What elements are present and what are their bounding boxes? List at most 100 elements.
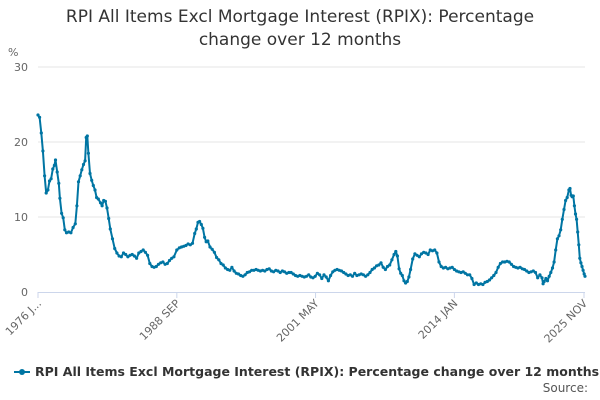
data-point[interactable] [324,275,328,279]
data-point[interactable] [175,248,179,252]
data-point[interactable] [141,248,145,252]
data-point[interactable] [487,278,492,282]
data-point[interactable] [206,239,210,243]
data-point[interactable] [583,274,587,278]
data-point[interactable] [232,269,236,273]
data-point[interactable] [552,260,556,264]
data-point[interactable] [392,252,396,257]
data-point[interactable] [542,279,546,284]
data-series[interactable] [36,113,587,287]
data-point[interactable] [318,273,322,277]
data-point[interactable] [407,275,411,279]
data-point[interactable] [228,268,232,272]
data-point[interactable] [80,168,84,172]
data-point[interactable] [57,181,61,185]
data-point[interactable] [93,188,97,192]
data-point[interactable] [417,255,421,259]
data-point[interactable] [88,171,92,176]
data-point[interactable] [509,262,513,266]
data-point[interactable] [44,191,48,195]
data-point[interactable] [81,162,86,167]
data-point[interactable] [58,196,62,200]
data-point[interactable] [550,266,555,270]
data-point[interactable] [397,267,401,271]
data-point[interactable] [409,267,413,272]
data-point[interactable] [75,204,79,208]
data-point[interactable] [132,254,136,258]
data-point[interactable] [465,273,470,277]
data-point[interactable] [110,237,115,241]
data-point[interactable] [388,263,392,267]
data-point[interactable] [533,270,538,275]
data-point[interactable] [194,227,198,231]
data-point[interactable] [494,270,498,275]
data-point[interactable] [148,261,152,266]
data-point[interactable] [559,228,563,232]
data-point[interactable] [124,252,128,257]
data-point[interactable] [287,270,291,275]
data-point[interactable] [100,204,104,208]
data-point[interactable] [113,246,117,251]
data-point[interactable] [212,250,216,254]
data-point[interactable] [572,204,577,208]
data-point[interactable] [39,131,43,135]
data-point[interactable] [51,167,55,171]
data-point[interactable] [167,258,172,263]
data-point[interactable] [119,255,123,259]
data-point[interactable] [496,265,500,269]
data-point[interactable] [573,212,578,216]
data-point[interactable] [492,273,496,278]
data-point[interactable] [172,255,176,259]
data-point[interactable] [437,260,441,264]
data-point[interactable] [481,282,485,287]
data-point[interactable] [562,207,566,212]
data-point[interactable] [329,273,333,278]
data-point[interactable] [395,254,399,258]
data-point[interactable] [96,197,100,201]
data-point[interactable] [193,231,197,236]
data-point[interactable] [71,225,75,230]
data-point[interactable] [402,279,406,283]
data-point[interactable] [53,158,58,162]
data-point[interactable] [383,267,387,272]
data-point[interactable] [468,273,472,277]
data-point[interactable] [322,273,326,277]
data-point[interactable] [435,251,439,255]
data-point[interactable] [161,260,165,264]
data-point[interactable] [105,206,109,210]
data-point[interactable] [568,186,572,191]
data-point[interactable] [368,270,372,275]
data-point[interactable] [580,264,584,269]
data-point[interactable] [544,276,548,281]
data-point[interactable] [320,276,324,281]
data-point[interactable] [38,115,42,119]
data-point[interactable] [554,248,558,252]
data-point[interactable] [208,245,212,249]
data-point[interactable] [507,260,511,264]
data-point[interactable] [43,174,47,178]
data-point[interactable] [60,211,64,215]
data-point[interactable] [210,247,214,251]
data-point[interactable] [490,276,494,280]
data-point[interactable] [215,255,219,260]
data-point[interactable] [366,273,370,277]
data-point[interactable] [405,279,409,284]
data-point[interactable] [103,199,107,203]
data-point[interactable] [411,257,415,261]
data-point[interactable] [55,170,59,174]
data-point[interactable] [78,174,82,178]
data-point[interactable] [217,258,221,262]
data-point[interactable] [61,216,65,220]
data-point[interactable] [575,217,579,221]
data-point[interactable] [198,219,202,224]
data-point[interactable] [540,276,544,280]
data-point[interactable] [307,273,311,277]
data-point[interactable] [146,253,150,257]
data-point[interactable] [381,265,385,269]
data-point[interactable] [545,279,550,283]
data-point[interactable] [326,279,330,283]
data-point[interactable] [190,241,195,245]
data-point[interactable] [250,268,254,272]
data-point[interactable] [90,178,94,182]
data-point[interactable] [108,227,112,231]
